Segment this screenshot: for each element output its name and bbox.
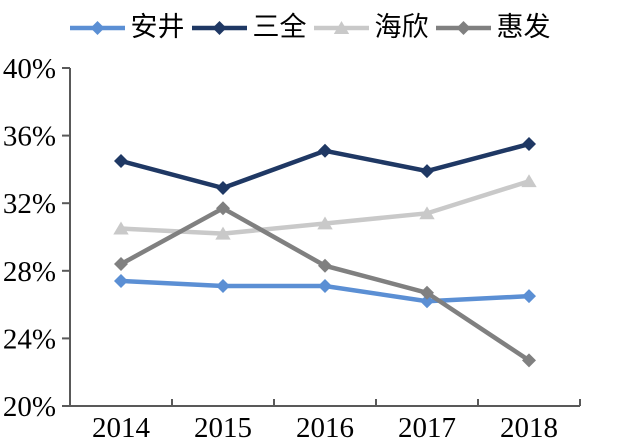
data-point-惠发 — [318, 258, 332, 273]
data-point-海欣 — [113, 221, 129, 235]
legend: 安井 三全 海欣 惠发 — [0, 14, 620, 41]
x-axis-tick-label: 2017 — [398, 412, 456, 443]
legend-item-海欣: 海欣 — [313, 12, 429, 42]
data-point-惠发 — [522, 353, 536, 368]
data-point-三全 — [420, 164, 434, 179]
data-point-海欣 — [215, 226, 231, 240]
legend-marker-icon — [69, 20, 125, 35]
y-axis-tick-label: 28% — [3, 256, 56, 288]
data-point-海欣 — [419, 206, 435, 220]
x-axis-tick-label: 2016 — [296, 412, 354, 443]
data-point-三全 — [114, 153, 128, 168]
y-axis-tick-label: 32% — [3, 188, 56, 220]
legend-label: 海欣 — [374, 12, 429, 42]
y-axis-tick-label: 24% — [3, 323, 56, 355]
legend-marker-icon — [435, 20, 491, 35]
y-axis-tick-label: 40% — [3, 53, 56, 85]
legend-marker-icon — [313, 20, 369, 34]
data-point-海欣 — [317, 216, 333, 230]
data-point-三全 — [522, 137, 536, 152]
data-point-安井 — [216, 279, 230, 294]
legend-label: 三全 — [252, 12, 307, 42]
legend-label: 安井 — [130, 12, 185, 42]
data-point-三全 — [216, 180, 230, 195]
data-point-安井 — [522, 289, 536, 304]
data-point-海欣 — [521, 174, 537, 188]
data-point-惠发 — [114, 257, 128, 272]
x-axis-tick-label: 2014 — [92, 412, 151, 443]
legend-item-惠发: 惠发 — [435, 12, 551, 42]
legend-item-三全: 三全 — [191, 12, 307, 42]
x-axis-tick-label: 2018 — [500, 412, 558, 443]
data-point-三全 — [318, 143, 332, 158]
data-point-安井 — [114, 273, 128, 288]
y-axis-tick-label: 20% — [3, 391, 56, 423]
data-point-惠发 — [216, 201, 230, 216]
y-axis-tick-label: 36% — [3, 121, 56, 153]
x-axis-tick-label: 2015 — [194, 412, 252, 443]
legend-marker-icon — [191, 20, 247, 35]
legend-item-安井: 安井 — [69, 12, 185, 42]
data-point-安井 — [318, 279, 332, 294]
legend-label: 惠发 — [496, 12, 551, 42]
data-point-惠发 — [420, 285, 434, 300]
